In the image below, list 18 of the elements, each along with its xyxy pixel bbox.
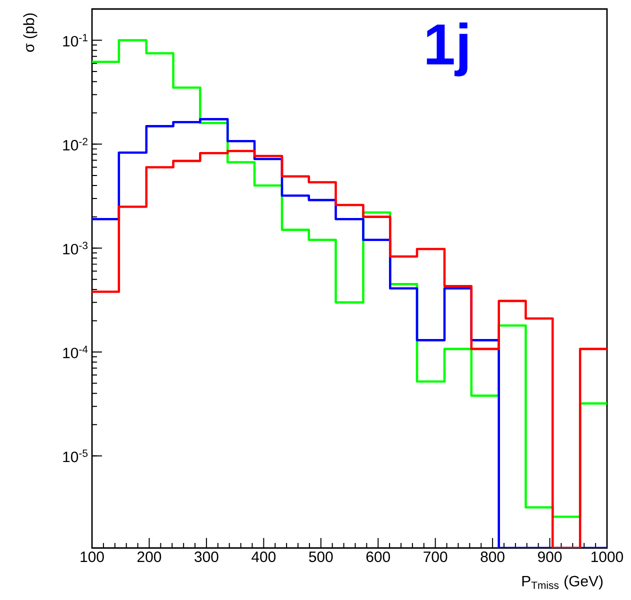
- x-tick-label: 1000: [592, 552, 624, 562]
- y-tick-label: 10$^{-5}$: [63, 450, 88, 462]
- x-axis-title: P$_{Tmiss}$ (GeV): [522, 575, 603, 590]
- x-tick-label: 500: [309, 552, 333, 562]
- y-tick-label: 10$^{-3}$: [63, 242, 88, 254]
- x-tick-label: 700: [424, 552, 448, 562]
- x-tick-label: 900: [538, 552, 562, 562]
- x-tick-label: 300: [194, 552, 218, 562]
- y-tick-label: 10$^{-2}$: [63, 138, 88, 151]
- x-tick-label: 800: [480, 552, 504, 562]
- annotation: 1j: [426, 22, 468, 76]
- x-tick-label: 200: [138, 552, 162, 562]
- x-tick-label: 100: [80, 552, 104, 562]
- y-axis-title: σ (pb): [23, 13, 38, 52]
- y-tick-label: 10$^{-4}$: [63, 346, 88, 358]
- x-tick-label: 400: [252, 552, 276, 562]
- x-tick-label: 600: [366, 552, 390, 562]
- y-tick-label: 10$^{-1}$: [63, 34, 88, 47]
